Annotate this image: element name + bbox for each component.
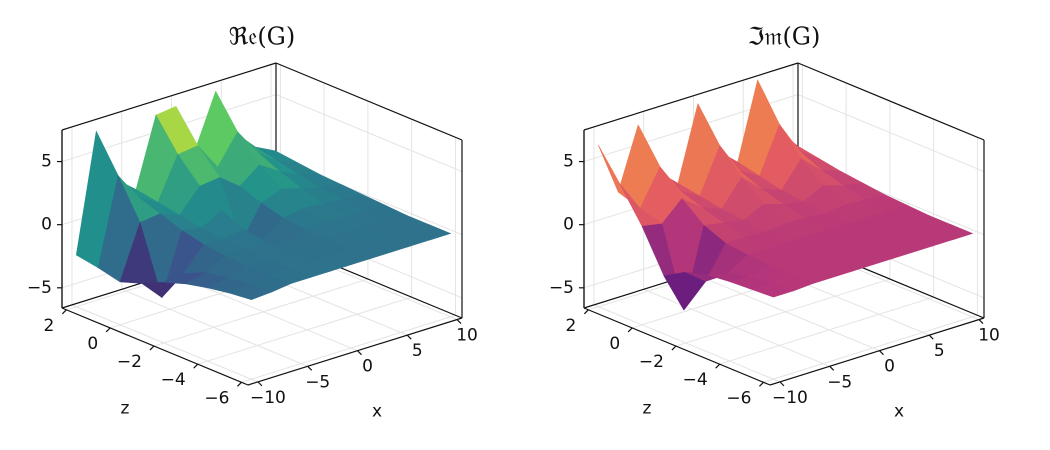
x-axis-label: x: [372, 402, 382, 422]
x-tick-label: 5: [412, 341, 423, 361]
box-edge: [275, 62, 463, 141]
tick-mark: [978, 319, 984, 324]
tick-mark: [61, 309, 67, 315]
x-tick-label: −5: [305, 372, 330, 392]
y-tick-label: −5: [549, 278, 574, 298]
z-tick-label: 2: [566, 316, 577, 336]
tick-mark: [627, 327, 633, 333]
grid-line: [71, 304, 259, 383]
axis-line: [247, 317, 463, 386]
tick-mark: [105, 327, 111, 333]
x-axis-label: x: [894, 402, 904, 422]
surface-patch: [228, 284, 273, 300]
z-tick-label: −2: [117, 352, 142, 372]
y-tick-label: 5: [41, 152, 52, 172]
axis-line: [769, 317, 985, 386]
grid-line: [675, 278, 891, 347]
grid-line: [693, 273, 880, 352]
y-tick-label: 0: [41, 215, 52, 235]
tick-mark: [357, 350, 362, 356]
y-tick-label: 5: [563, 152, 574, 172]
x-tick-label: 10: [456, 326, 478, 346]
z-tick-label: 0: [87, 334, 98, 354]
z-axis-label: z: [643, 399, 652, 419]
grid-line: [121, 288, 308, 367]
tick-mark: [879, 350, 884, 356]
z-tick-label: 2: [44, 316, 55, 336]
y-tick-label: 0: [563, 215, 574, 235]
tick-mark: [759, 381, 764, 387]
z-tick-label: −2: [639, 352, 664, 372]
z-tick-label: 0: [609, 334, 620, 354]
box-edge: [61, 62, 277, 131]
surface-patch: [750, 282, 795, 298]
z-tick-label: −4: [161, 370, 186, 390]
z-tick-label: −6: [726, 388, 751, 408]
tick-mark: [456, 319, 462, 324]
box-edge: [583, 62, 799, 131]
grid-line: [241, 314, 456, 383]
tick-mark: [928, 334, 934, 340]
axis-line: [583, 307, 771, 386]
chart-title: ℑ𝔪(G): [748, 23, 821, 51]
tick-mark: [237, 381, 242, 387]
chart-title: ℜ𝔢(G): [229, 23, 295, 51]
z-axis-label: z: [121, 399, 130, 419]
tick-mark: [307, 365, 313, 371]
x-tick-label: 5: [934, 341, 945, 361]
x-tick-label: −5: [827, 372, 852, 392]
tick-mark: [779, 381, 785, 387]
tick-mark: [671, 345, 677, 351]
tick-mark: [406, 334, 412, 340]
z-tick-label: −4: [683, 370, 708, 390]
tick-mark: [193, 363, 199, 369]
z-tick-label: −6: [204, 388, 229, 408]
grid-line: [153, 278, 369, 347]
x-tick-label: −10: [772, 388, 808, 408]
grid-line: [275, 94, 463, 173]
tick-mark: [583, 309, 589, 315]
tick-mark: [257, 381, 263, 387]
y-tick-label: −5: [27, 278, 52, 298]
tick-mark: [715, 363, 721, 369]
grid-line: [797, 94, 985, 173]
x-tick-label: 0: [884, 357, 895, 377]
grid-line: [719, 296, 934, 365]
x-tick-label: −10: [250, 388, 286, 408]
grid-line: [763, 314, 978, 383]
grid-line: [593, 304, 781, 383]
axis-line: [61, 307, 249, 386]
grid-line: [197, 296, 412, 365]
tick-mark: [829, 365, 835, 371]
x-tick-label: 0: [362, 357, 373, 377]
x-tick-label: 10: [978, 326, 1000, 346]
box-edge: [797, 62, 985, 141]
grid-line: [643, 288, 830, 367]
tick-mark: [149, 345, 155, 351]
